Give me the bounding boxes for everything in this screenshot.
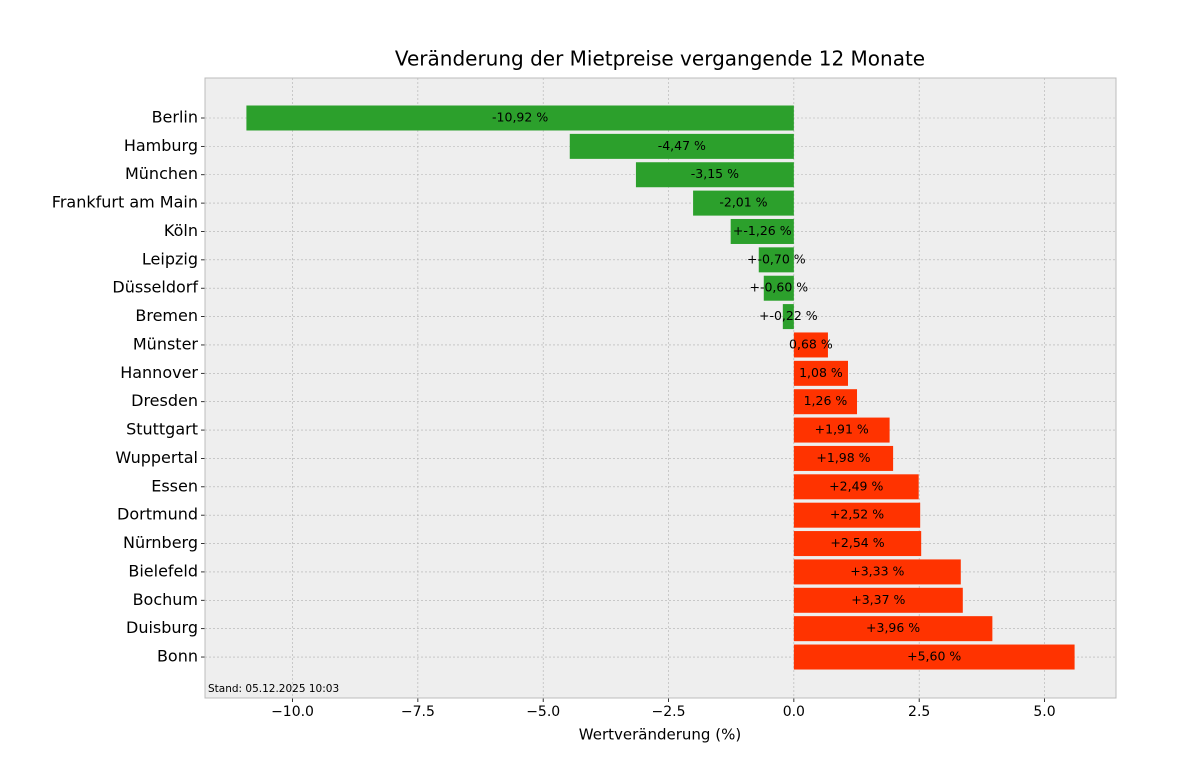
value-label: +-1,26 % xyxy=(733,223,792,238)
value-label: +3,37 % xyxy=(851,592,905,607)
y-tick-label: Leipzig xyxy=(142,249,198,268)
value-label: +2,52 % xyxy=(830,507,884,522)
y-tick-label: Köln xyxy=(164,221,198,240)
x-axis-label: Wertveränderung (%) xyxy=(579,726,741,744)
value-label: +-0,60 % xyxy=(749,280,808,295)
chart-title: Veränderung der Mietpreise vergangende 1… xyxy=(395,47,925,71)
value-label: 1,08 % xyxy=(799,365,843,380)
y-tick-label: Wuppertal xyxy=(115,448,198,467)
bar xyxy=(793,502,921,528)
bar xyxy=(793,360,848,386)
y-tick-label: Bremen xyxy=(135,306,198,325)
x-tick-label: −10.0 xyxy=(271,704,314,720)
bar xyxy=(569,133,794,159)
bar xyxy=(782,304,794,330)
y-tick-label: Dortmund xyxy=(117,505,198,524)
value-label: -3,15 % xyxy=(691,166,739,181)
y-tick-label: München xyxy=(125,164,198,183)
bar xyxy=(635,162,794,188)
x-tick-label: −5.0 xyxy=(526,704,560,720)
bar xyxy=(693,190,794,216)
bar xyxy=(793,587,963,613)
x-tick-label: 0.0 xyxy=(783,704,805,720)
y-tick-label: Frankfurt am Main xyxy=(52,193,198,212)
bar xyxy=(730,218,794,244)
y-tick-label: Stuttgart xyxy=(126,420,198,439)
value-label: +2,54 % xyxy=(830,535,884,550)
y-tick-label: Berlin xyxy=(152,108,198,127)
value-label: +-0,22 % xyxy=(759,308,818,323)
x-tick-label: 5.0 xyxy=(1033,704,1055,720)
y-tick-label: Bochum xyxy=(133,590,198,609)
bar xyxy=(793,417,890,443)
y-tick-label: Essen xyxy=(151,476,198,495)
value-label: +5,60 % xyxy=(907,649,961,664)
y-tick-label: Münster xyxy=(133,334,199,353)
bar xyxy=(793,559,961,585)
bar xyxy=(793,332,828,358)
bar xyxy=(793,644,1075,670)
bar xyxy=(246,105,794,131)
value-label: +3,96 % xyxy=(866,620,920,635)
bar xyxy=(793,445,894,471)
y-tick-label: Bonn xyxy=(157,647,198,666)
y-tick-label: Düsseldorf xyxy=(112,278,198,297)
y-tick-label: Duisburg xyxy=(126,618,198,637)
y-tick-label: Hamburg xyxy=(124,136,198,155)
value-label: +3,33 % xyxy=(850,563,904,578)
y-tick-label: Dresden xyxy=(131,391,198,410)
value-label: 1,26 % xyxy=(804,393,848,408)
x-tick-label: 2.5 xyxy=(908,704,930,720)
value-label: 0,68 % xyxy=(789,336,833,351)
y-tick-label: Hannover xyxy=(120,363,198,382)
bar xyxy=(793,531,922,557)
annotation: Stand: 05.12.2025 10:03 xyxy=(208,683,339,695)
value-label: +1,91 % xyxy=(815,422,869,437)
bar xyxy=(758,247,794,273)
x-tick-label: −2.5 xyxy=(652,704,686,720)
value-label: +2,49 % xyxy=(829,478,883,493)
value-label: +-0,70 % xyxy=(747,251,806,266)
x-tick-label: −7.5 xyxy=(401,704,435,720)
bar xyxy=(793,616,993,642)
value-label: -4,47 % xyxy=(658,138,706,153)
plot-border xyxy=(204,77,1117,699)
value-label: -2,01 % xyxy=(719,195,767,210)
y-tick-label: Nürnberg xyxy=(123,533,198,552)
bar xyxy=(763,275,794,301)
y-tick-label: Bielefeld xyxy=(128,561,198,580)
value-label: +1,98 % xyxy=(816,450,870,465)
value-label: -10,92 % xyxy=(492,110,548,125)
bar xyxy=(793,474,919,500)
bar xyxy=(793,389,858,415)
